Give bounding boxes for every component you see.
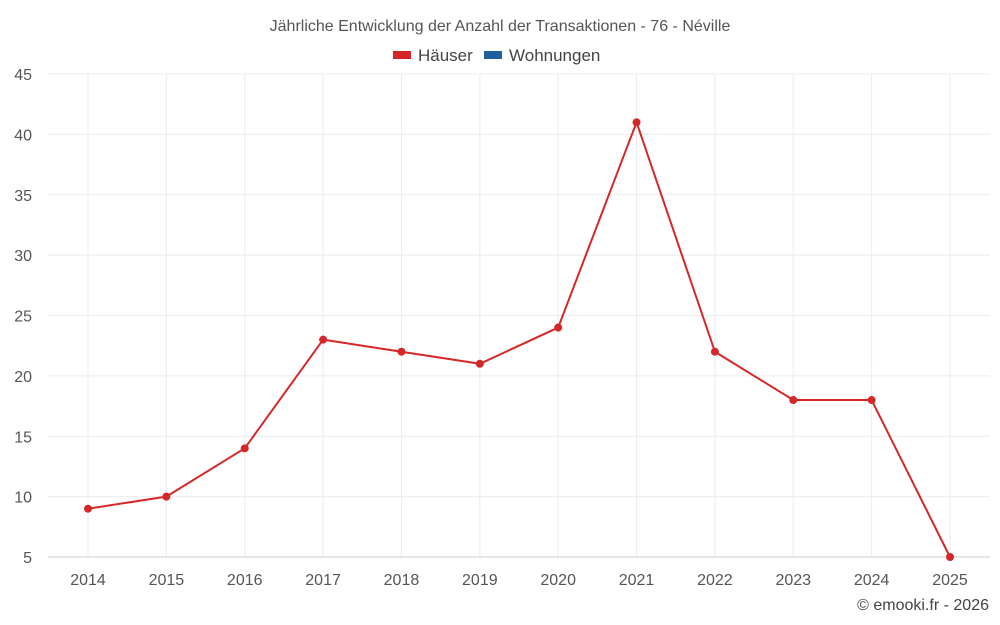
legend-label-haeuser: Häuser — [418, 46, 473, 65]
y-axis-ticks: 5 10 15 20 25 30 35 40 45 — [14, 67, 32, 567]
legend-swatch-wohnungen — [484, 51, 502, 59]
x-tick-label: 2017 — [305, 572, 341, 589]
legend-swatch-haeuser — [393, 51, 411, 59]
data-point[interactable] — [84, 504, 92, 513]
x-tick-label: 2015 — [149, 572, 185, 589]
y-tick-label: 40 — [14, 127, 32, 144]
chart-title: Jährliche Entwicklung der Anzahl der Tra… — [270, 18, 731, 35]
legend-item-wohnungen[interactable]: Wohnungen — [484, 46, 600, 65]
legend-label-wohnungen: Wohnungen — [509, 46, 600, 65]
data-point[interactable] — [789, 396, 798, 405]
data-point[interactable] — [554, 323, 563, 332]
x-tick-label: 2020 — [540, 572, 576, 589]
data-point[interactable] — [710, 347, 719, 356]
x-tick-label: 2025 — [932, 572, 968, 589]
data-point[interactable] — [162, 492, 171, 501]
legend-item-haeuser[interactable]: Häuser — [393, 46, 473, 65]
data-point[interactable] — [632, 118, 641, 127]
y-tick-label: 45 — [14, 67, 32, 84]
x-tick-label: 2021 — [619, 572, 655, 589]
y-tick-label: 35 — [14, 188, 32, 205]
data-point[interactable] — [867, 396, 876, 405]
x-tick-label: 2024 — [854, 572, 890, 589]
x-tick-label: 2016 — [227, 572, 263, 589]
series-line-haeuser — [87, 121, 951, 558]
data-point[interactable] — [397, 347, 406, 356]
data-point[interactable] — [475, 359, 484, 368]
y-tick-label: 5 — [23, 550, 32, 567]
y-tick-label: 15 — [14, 429, 32, 446]
credit-text: © emooki.fr - 2026 — [857, 597, 989, 614]
y-tick-label: 10 — [14, 490, 32, 507]
x-tick-label: 2019 — [462, 572, 498, 589]
x-axis-ticks: 2014 2015 2016 2017 2018 2019 2020 2021 2022 2023… — [70, 572, 968, 589]
x-tick-label: 2018 — [384, 572, 420, 589]
data-point[interactable] — [946, 553, 954, 561]
y-tick-label: 20 — [14, 369, 32, 386]
series-haeuser — [84, 118, 954, 561]
grid — [48, 73, 990, 558]
x-tick-label: 2014 — [70, 572, 106, 589]
data-point[interactable] — [240, 444, 249, 453]
y-tick-label: 30 — [14, 248, 32, 265]
x-tick-label: 2023 — [775, 572, 811, 589]
data-point[interactable] — [319, 335, 328, 344]
legend: Häuser Wohnungen — [393, 46, 600, 65]
x-tick-label: 2022 — [697, 572, 733, 589]
y-tick-label: 25 — [14, 309, 32, 326]
